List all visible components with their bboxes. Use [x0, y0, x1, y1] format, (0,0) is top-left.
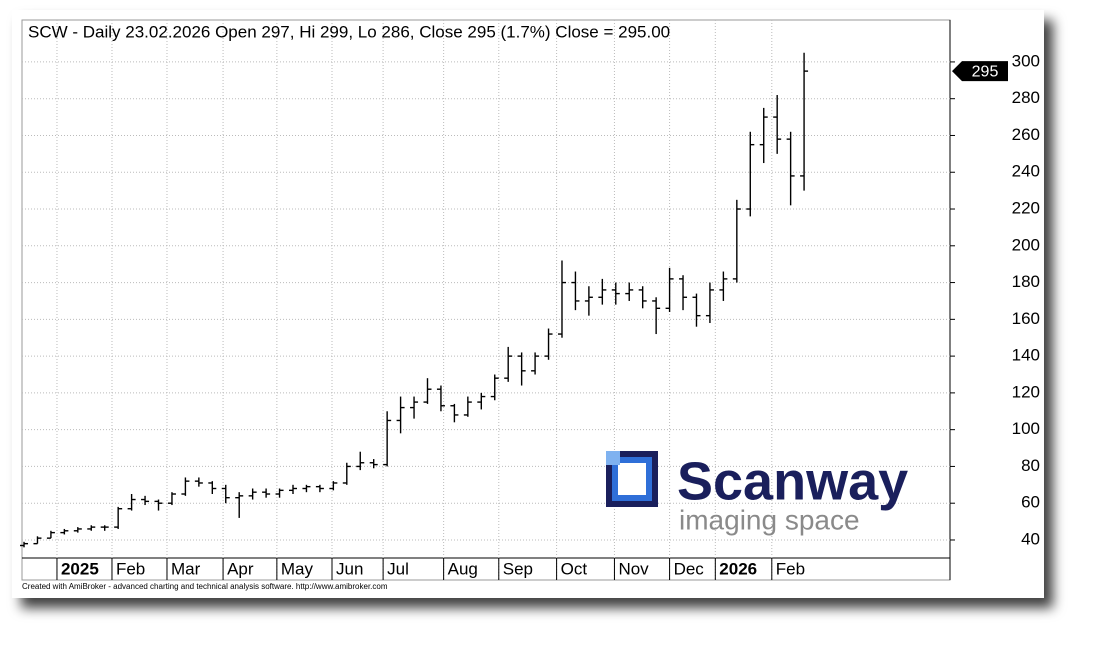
y-tick-label: 240: [1012, 162, 1040, 181]
x-tick-label: Feb: [116, 559, 145, 578]
y-tick-label: 120: [1012, 382, 1040, 401]
y-tick-label: 300: [1012, 51, 1040, 70]
y-tick-label: 40: [1021, 529, 1040, 548]
chart-title: SCW - Daily 23.02.2026 Open 297, Hi 299,…: [28, 22, 670, 41]
x-tick-label: Jul: [387, 559, 409, 578]
plot-frame: [21, 19, 951, 581]
x-tick-label: Apr: [227, 559, 254, 578]
logo-icon: [606, 451, 620, 465]
x-tick-label: Dec: [674, 559, 705, 578]
x-tick-label: Sep: [503, 559, 533, 578]
logo-text: Scanway: [677, 451, 908, 511]
y-tick-label: 200: [1012, 235, 1040, 254]
logo-tagline: imaging space: [679, 504, 860, 535]
y-tick-label: 60: [1021, 493, 1040, 512]
x-tick-label: 2025: [61, 559, 99, 578]
logo-icon: [618, 463, 646, 495]
y-tick-label: 160: [1012, 309, 1040, 328]
y-tick-label: 220: [1012, 199, 1040, 218]
price-tag-label: 295: [972, 63, 999, 80]
x-tick-label: Feb: [776, 559, 805, 578]
logo: Scanway imaging space: [606, 451, 908, 535]
y-tick-label: 140: [1012, 346, 1040, 365]
x-tick-label: Mar: [171, 559, 201, 578]
y-tick-label: 180: [1012, 272, 1040, 291]
x-tick-label: Nov: [618, 559, 649, 578]
y-tick-label: 280: [1012, 88, 1040, 107]
bars: [20, 52, 809, 548]
x-tick-label: 2026: [719, 559, 757, 578]
x-tick-label: Aug: [448, 559, 478, 578]
grid: [22, 20, 950, 580]
y-tick-label: 260: [1012, 125, 1040, 144]
x-tick-label: Oct: [561, 559, 588, 578]
price-tag: [952, 61, 1008, 82]
x-tick-label: Jun: [336, 559, 363, 578]
y-tick-label: 80: [1021, 456, 1040, 475]
x-tick-label: May: [281, 559, 314, 578]
footer: Created with AmiBroker - advanced charti…: [22, 582, 388, 591]
y-tick-label: 100: [1012, 419, 1040, 438]
